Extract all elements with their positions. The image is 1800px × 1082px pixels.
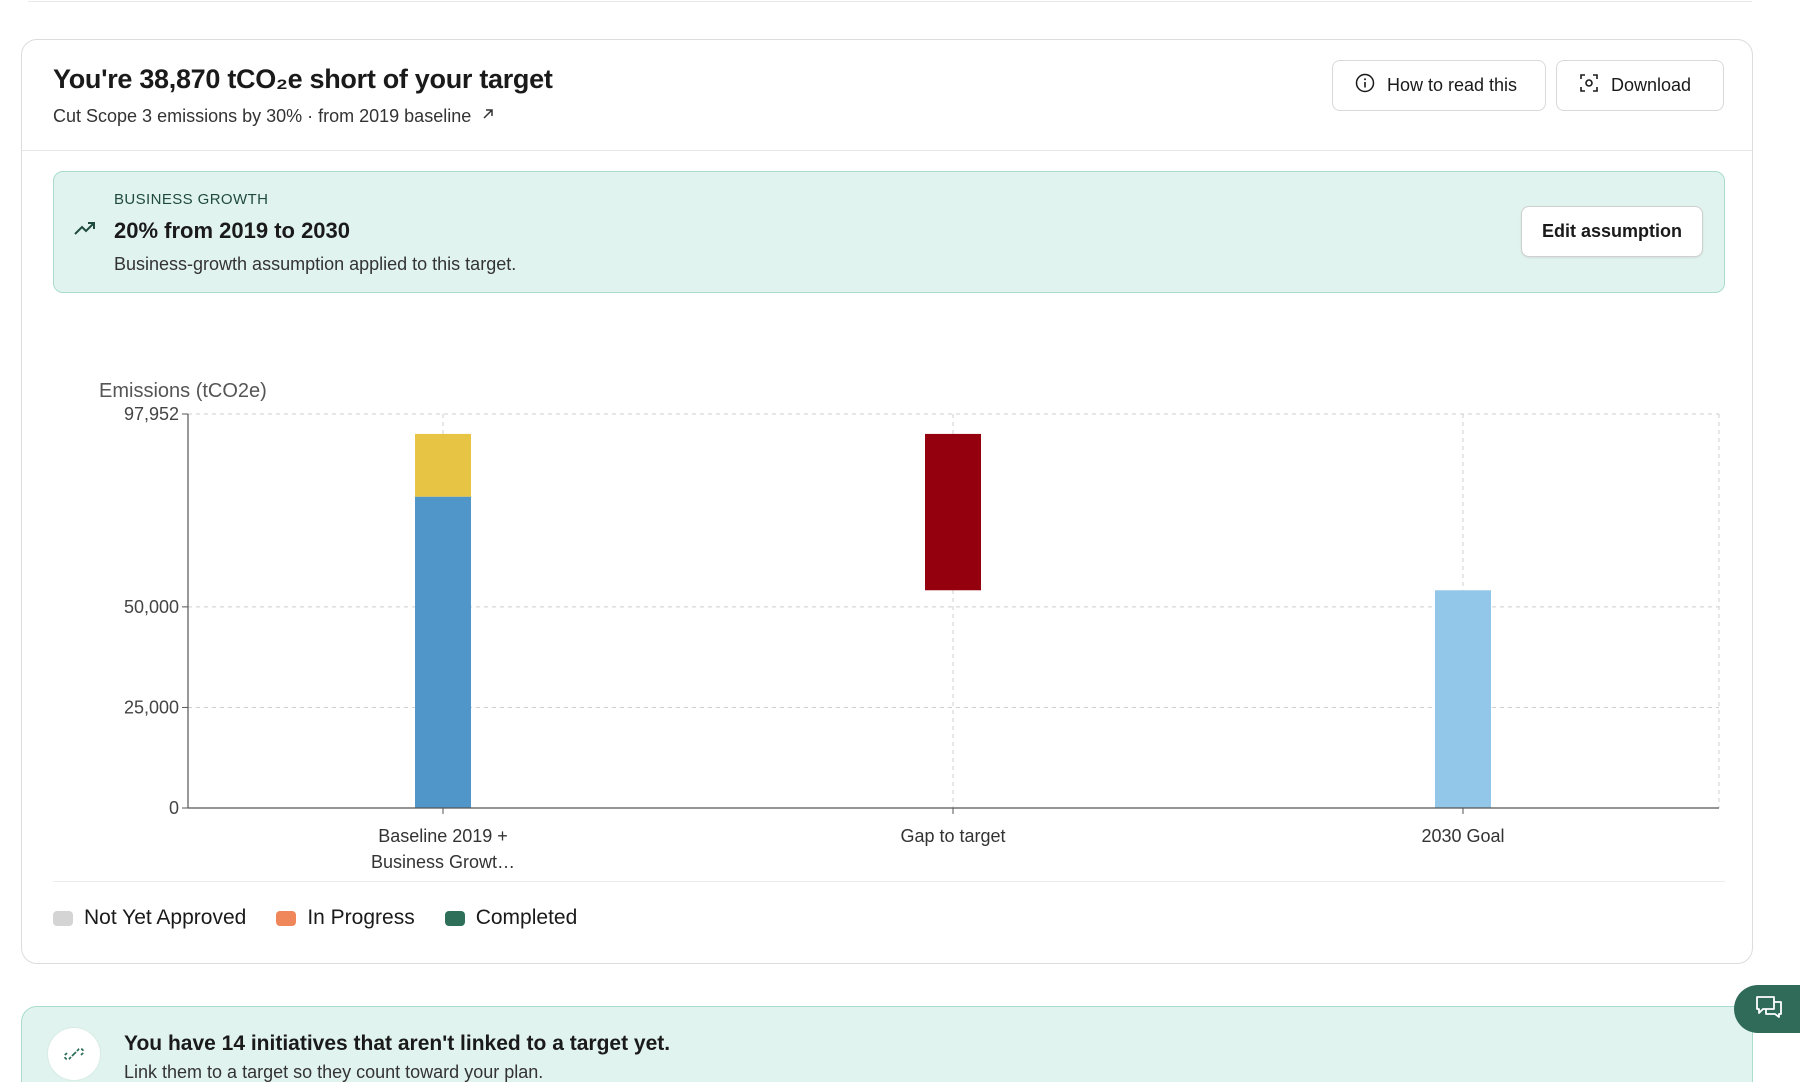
y-tick-label: 97,952 [124, 404, 179, 424]
bar-segment [925, 433, 981, 591]
growth-description: Business-growth assumption applied to th… [114, 254, 517, 274]
bar-segment [415, 496, 471, 808]
chat-button[interactable] [1734, 985, 1800, 1033]
bar-segment [1435, 590, 1491, 808]
target-subtitle-text: Cut Scope 3 emissions by 30% · from 2019… [53, 106, 472, 126]
trending-up-icon [74, 220, 96, 241]
legend-item[interactable]: In Progress [276, 906, 415, 930]
download-label: Download [1611, 75, 1692, 95]
legend-item[interactable]: Completed [444, 906, 578, 930]
external-link-icon[interactable] [481, 107, 495, 126]
legend-item[interactable]: Not Yet Approved [53, 906, 246, 930]
legend-swatch [53, 910, 73, 926]
how-to-read-label: How to read this [1387, 75, 1518, 95]
target-card: You're 38,870 tCO₂e short of your target… [21, 39, 1753, 964]
legend-swatch [444, 910, 465, 926]
growth-kicker: BUSINESS GROWTH [114, 191, 269, 208]
legend-label: Completed [475, 906, 578, 929]
legend-swatch [276, 910, 297, 926]
chat-icon [1754, 994, 1784, 1025]
page-title: You're 38,870 tCO₂e short of your target [53, 64, 553, 94]
x-tick-label: Baseline 2019 + [378, 826, 508, 846]
legend-label: In Progress [307, 906, 415, 929]
chart-legend: Not Yet Approved In Progress Completed [53, 906, 577, 930]
y-axis-label: Emissions (tCO2e) [99, 380, 267, 402]
y-tick-label: 25,000 [124, 697, 179, 717]
emissions-chart: Emissions (tCO2e) 0 25,000 50,000 97,952 Base… [53, 330, 1725, 890]
target-subtitle[interactable]: Cut Scope 3 emissions by 30% · from 2019… [53, 106, 495, 127]
banner-title: You have 14 initiatives that aren't link… [124, 1032, 671, 1055]
y-tick-label: 0 [169, 798, 179, 818]
card-header: You're 38,870 tCO₂e short of your target… [22, 40, 1752, 151]
link-broken-icon [47, 1027, 101, 1081]
banner-subtitle: Link them to a target so they count towa… [124, 1062, 544, 1082]
y-tick-label: 50,000 [124, 597, 179, 617]
unlinked-initiatives-banner[interactable]: You have 14 initiatives that aren't link… [21, 1006, 1753, 1082]
x-tick-label: Business Growt… [371, 852, 515, 872]
x-tick-label: Gap to target [900, 826, 1005, 846]
edit-assumption-button[interactable]: Edit assumption [1521, 206, 1703, 257]
business-growth-panel: BUSINESS GROWTH 20% from 2019 to 2030 Bu… [53, 171, 1725, 293]
bar-segment [415, 433, 471, 497]
legend-label: Not Yet Approved [84, 906, 247, 929]
emissions-chart-svg: Emissions (tCO2e) 0 25,000 50,000 97,952 Base… [99, 380, 1720, 872]
info-icon [1355, 73, 1375, 98]
how-to-read-button[interactable]: How to read this [1332, 60, 1546, 111]
top-divider [28, 0, 1752, 2]
legend-divider [53, 881, 1725, 882]
download-button[interactable]: Download [1556, 60, 1724, 111]
screenshot-icon [1579, 73, 1599, 98]
x-tick-label: 2030 Goal [1421, 826, 1504, 846]
growth-headline: 20% from 2019 to 2030 [114, 218, 351, 243]
